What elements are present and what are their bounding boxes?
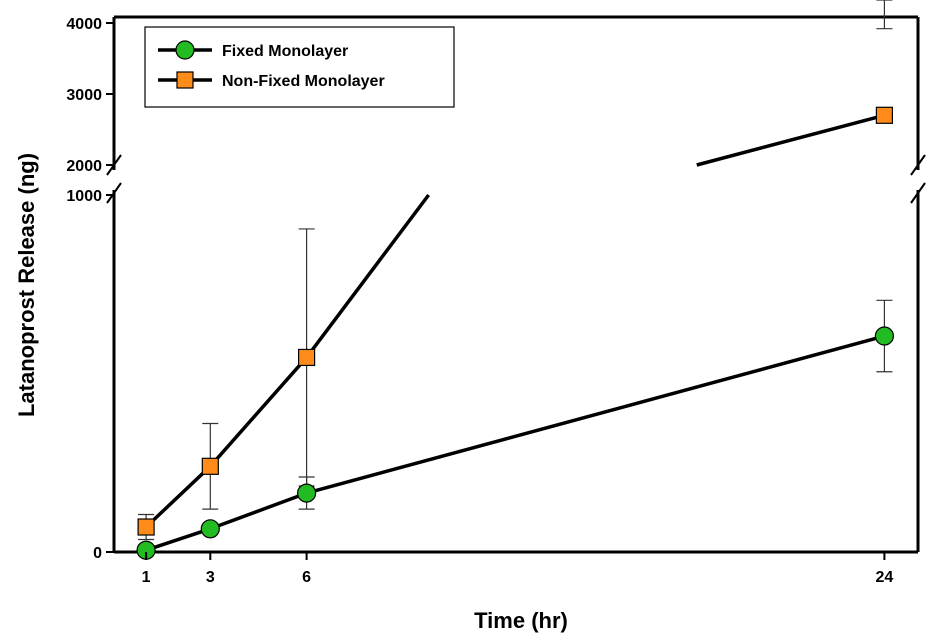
fixed-point [297,483,317,503]
legend-marker-circle [175,40,195,60]
nonfixed-point [298,348,316,367]
x-tick-label: 1 [142,569,151,586]
fixed-point [200,519,220,539]
series-layer [136,0,895,560]
legend-box [144,26,455,108]
nonfixed-point [875,106,894,124]
axis-break-mark-right-1 [910,154,926,176]
tick-layer: 1 3 6 24 0 1000 2000 3000 4000 [66,16,893,586]
y-tick-label: 4000 [66,16,102,33]
fixed-line-segment [306,334,885,495]
nonfixed-line-segment [208,356,308,468]
axis-break-mark-left-2 [106,182,122,204]
axes [106,15,926,554]
nonfixed-line-segment [696,113,885,167]
x-tick-label: 3 [206,569,215,586]
fixed-line-segment [209,491,308,531]
x-tick-label: 24 [876,569,894,586]
nonfixed-point [137,518,155,536]
legend-label: Non-Fixed Monolayer [222,73,385,90]
x-tick-label: 6 [302,569,311,586]
nonfixed-point [201,457,219,475]
fixed-point [874,326,895,346]
fixed-line-segment [145,527,211,552]
legend-marker-square [176,71,194,89]
y-tick-label: 1000 [66,188,102,205]
x-axis-title: Time (hr) [474,608,568,633]
y-tick-label: 2000 [66,158,102,175]
y-tick-label: 0 [93,545,102,562]
nonfixed-line-segment [305,193,430,359]
axis-break-mark-right-2 [910,182,926,204]
nonfixed-line-segment [144,465,212,529]
y-tick-label: 3000 [66,87,102,104]
legend-label: Fixed Monolayer [222,43,348,60]
y-axis-title: Latanoprost Release (ng) [14,153,39,417]
legend: Fixed Monolayer Non-Fixed Monolayer [144,26,455,108]
